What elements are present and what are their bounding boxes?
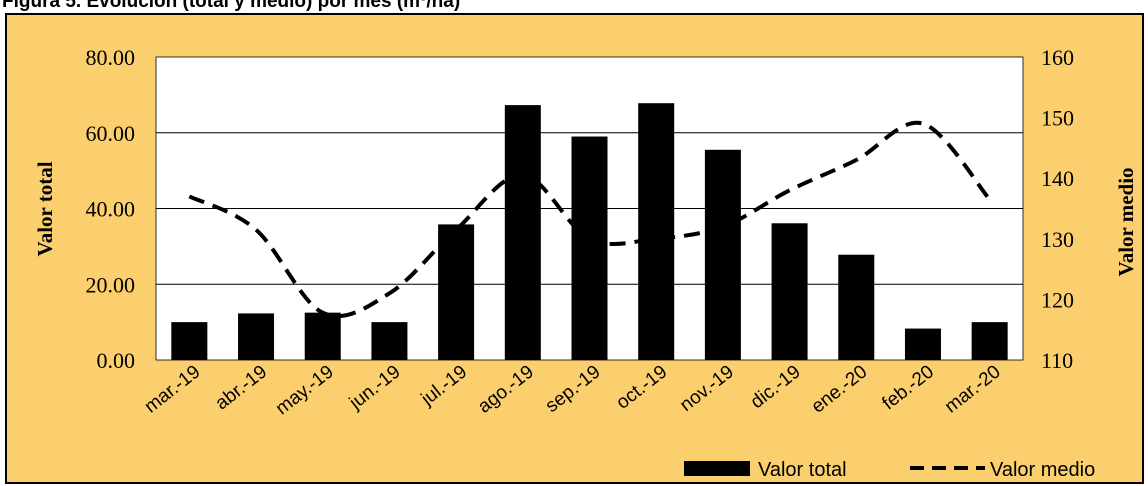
y-right-tick-label: 140 [1041, 166, 1074, 191]
x-tick-label: may.-19 [272, 361, 338, 419]
legend-line-label: Valor medio [990, 459, 1095, 481]
x-tick-label: mar.-20 [941, 361, 1005, 417]
bar [571, 136, 608, 360]
bar [904, 328, 941, 360]
y-right-tick-label: 120 [1041, 287, 1074, 312]
left-axis-ticks: 0.00 20.00 40.00 60.00 80.00 [86, 45, 136, 373]
legend: Valor total Valor medio [684, 459, 1095, 481]
x-tick-label: sep.-19 [542, 361, 605, 417]
bar [838, 254, 875, 360]
bar [771, 223, 808, 360]
bar [971, 322, 1008, 360]
x-tick-label: ago.-19 [474, 361, 538, 417]
legend-bar-swatch [684, 461, 750, 476]
y-axis-right-label: Valor medio [1114, 167, 1138, 276]
x-tick-label: dic.-19 [747, 361, 805, 413]
y-left-tick-label: 20.00 [86, 272, 136, 297]
x-tick-label: feb.-20 [878, 361, 938, 414]
figure-caption: Figura 5. Evolución (total y medio) por … [2, 0, 461, 12]
x-tick-label: jun.-19 [345, 361, 405, 414]
bar [638, 103, 675, 361]
y-right-tick-label: 130 [1041, 227, 1074, 252]
y-right-tick-label: 110 [1041, 348, 1073, 373]
x-tick-label: jul.-19 [417, 361, 471, 410]
bar [171, 322, 208, 360]
bar [304, 312, 341, 360]
bar-series [171, 103, 1008, 361]
bar [238, 313, 275, 360]
legend-bar-label: Valor total [758, 459, 847, 481]
chart-container: 0.00 20.00 40.00 60.00 80.00 110 120 130 140 150… [5, 13, 1144, 484]
y-left-tick-label: 40.00 [86, 197, 136, 222]
bar [438, 224, 475, 360]
y-left-tick-label: 80.00 [86, 45, 136, 70]
x-tick-label: ene.-20 [808, 361, 872, 417]
x-axis-ticks: mar.-19 abr.-19 may.-19 jun.-19 jul.-19 ago.-… [141, 361, 1005, 419]
bar [504, 105, 541, 360]
y-right-tick-label: 160 [1041, 45, 1074, 70]
bar [371, 322, 408, 360]
series-line [188, 120, 992, 319]
y-left-tick-label: 60.00 [86, 121, 136, 146]
x-tick-label: abr.-19 [212, 361, 272, 414]
x-tick-label: oct.-19 [613, 361, 672, 413]
line-series [188, 120, 992, 319]
combo-bar-line-chart: 0.00 20.00 40.00 60.00 80.00 110 120 130 140 150… [33, 45, 1138, 481]
bar [704, 149, 741, 360]
x-tick-label: nov.-19 [676, 361, 738, 416]
y-left-tick-label: 0.00 [97, 348, 136, 373]
y-right-tick-label: 150 [1041, 106, 1074, 131]
x-tick-label: mar.-19 [141, 361, 205, 417]
right-axis-ticks: 110 120 130 140 150 160 [1041, 45, 1074, 373]
y-axis-left-label: Valor total [33, 161, 57, 256]
